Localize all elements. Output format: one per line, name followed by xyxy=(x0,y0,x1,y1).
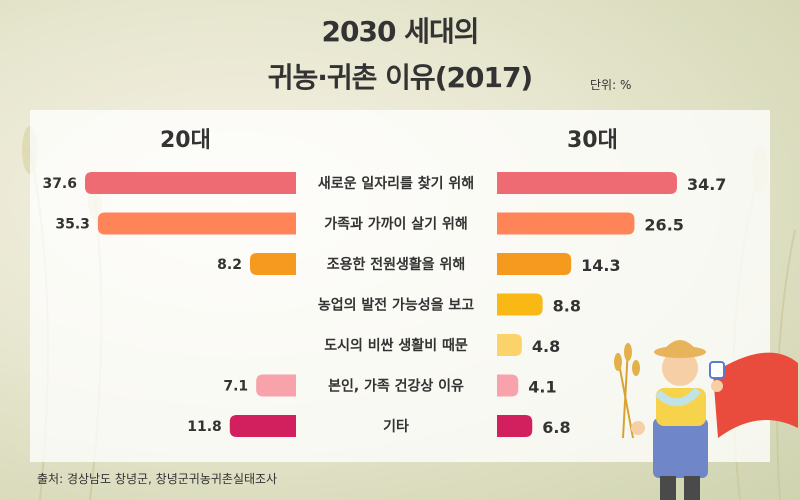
data-label-30s: 4.8 xyxy=(532,337,560,356)
data-label-30s: 4.1 xyxy=(528,378,556,397)
category-label: 조용한 전원생활을 위해 xyxy=(327,256,466,273)
bar-20s xyxy=(229,415,296,437)
data-label-20s: 7.1 xyxy=(223,379,248,395)
category-label: 기타 xyxy=(383,419,409,435)
data-label-20s: 11.8 xyxy=(187,419,222,435)
data-label-20s: 35.3 xyxy=(55,217,90,233)
bar-30s xyxy=(497,334,522,356)
bar-20s xyxy=(256,374,296,397)
bar-30s xyxy=(497,374,519,397)
data-label-20s: 37.6 xyxy=(42,176,77,192)
bar-20s xyxy=(97,212,296,235)
data-label-30s: 14.3 xyxy=(581,256,620,275)
bar-20s xyxy=(249,253,296,275)
data-label-30s: 26.5 xyxy=(644,216,683,235)
chart-panel xyxy=(30,110,770,462)
series-label-30s: 30대 xyxy=(567,128,618,153)
data-label-20s: 8.2 xyxy=(217,257,242,273)
category-label: 새로운 일자리를 찾기 위해 xyxy=(318,175,474,192)
category-label: 도시의 비싼 생활비 때문 xyxy=(324,337,468,354)
category-label: 본인, 가족 건강상 이유 xyxy=(328,378,464,395)
data-label-30s: 8.8 xyxy=(553,297,581,316)
data-label-30s: 6.8 xyxy=(542,418,570,437)
farmer-illustration xyxy=(614,340,798,500)
bar-20s xyxy=(85,172,296,194)
data-label-30s: 34.7 xyxy=(687,175,726,194)
source-note: 출처: 경상남도 창녕군, 창녕군귀농귀촌실태조사 xyxy=(37,472,278,486)
chart-title-line2: 귀농·귀촌 이유(2017) xyxy=(267,61,533,94)
series-label-20s: 20대 xyxy=(160,128,211,153)
category-label: 농업의 발전 가능성을 보고 xyxy=(318,297,474,314)
bar-30s xyxy=(497,293,543,316)
bar-30s xyxy=(497,212,635,235)
bar-30s xyxy=(497,253,572,275)
bar-30s xyxy=(497,415,533,437)
unit-label: 단위: % xyxy=(590,78,632,92)
category-label: 가족과 가까이 살기 위해 xyxy=(324,216,467,233)
chart-title-line1: 2030 세대의 xyxy=(321,15,480,48)
bar-30s xyxy=(497,172,677,194)
